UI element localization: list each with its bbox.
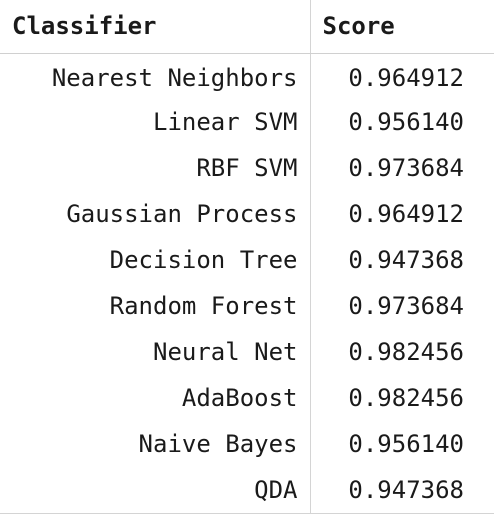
table-header: Classifier Score xyxy=(0,0,494,54)
table-row: Naive Bayes 0.956140 xyxy=(0,421,494,467)
score-cell: 0.964912 xyxy=(348,64,464,93)
classifier-name-cell: AdaBoost xyxy=(0,375,311,421)
header-row: Classifier Score xyxy=(0,0,494,54)
score-cell: 0.982456 xyxy=(348,384,464,412)
table-body: Nearest Neighbors 0.964912 Linear SVM 0.… xyxy=(0,53,494,513)
score-cell: 0.982456 xyxy=(348,338,464,366)
classifier-name-cell: RBF SVM xyxy=(0,145,311,191)
classifier-name-cell: Nearest Neighbors xyxy=(0,53,311,99)
table-row: QDA 0.947368 xyxy=(0,467,494,513)
classifier-name-cell: Gaussian Process xyxy=(0,191,311,237)
classifier-name-cell: QDA xyxy=(0,467,311,513)
score-cell: 0.947368 xyxy=(348,246,464,274)
table-row: Decision Tree 0.947368 xyxy=(0,237,494,283)
classifier-name-cell: Neural Net xyxy=(0,329,311,375)
table-row: RBF SVM 0.973684 xyxy=(0,145,494,191)
score-cell: 0.964912 xyxy=(348,200,464,228)
column-header-score[interactable]: Score xyxy=(310,0,494,54)
score-cell: 0.947368 xyxy=(348,476,464,504)
classifier-score-table: Classifier Score Nearest Neighbors 0.964… xyxy=(0,0,494,513)
classifier-name-cell: Random Forest xyxy=(0,283,311,329)
score-cell: 0.956140 xyxy=(348,430,464,458)
classifier-name-cell: Decision Tree xyxy=(0,237,311,283)
table-row: Random Forest 0.973684 xyxy=(0,283,494,329)
score-cell: 0.973684 xyxy=(348,292,464,320)
classifier-name-cell: Linear SVM xyxy=(0,99,311,145)
table-row: Nearest Neighbors 0.964912 xyxy=(0,53,494,99)
score-cell: 0.956140 xyxy=(348,108,464,136)
column-header-classifier[interactable]: Classifier xyxy=(0,0,311,54)
classifier-name-cell: Naive Bayes xyxy=(0,421,311,467)
table-row: Gaussian Process 0.964912 xyxy=(0,191,494,237)
table-row: Neural Net 0.982456 xyxy=(0,329,494,375)
table-row: Linear SVM 0.956140 xyxy=(0,99,494,145)
table-row: AdaBoost 0.982456 xyxy=(0,375,494,421)
results-table-container: Classifier Score Nearest Neighbors 0.964… xyxy=(0,0,494,514)
score-cell: 0.973684 xyxy=(348,154,464,182)
